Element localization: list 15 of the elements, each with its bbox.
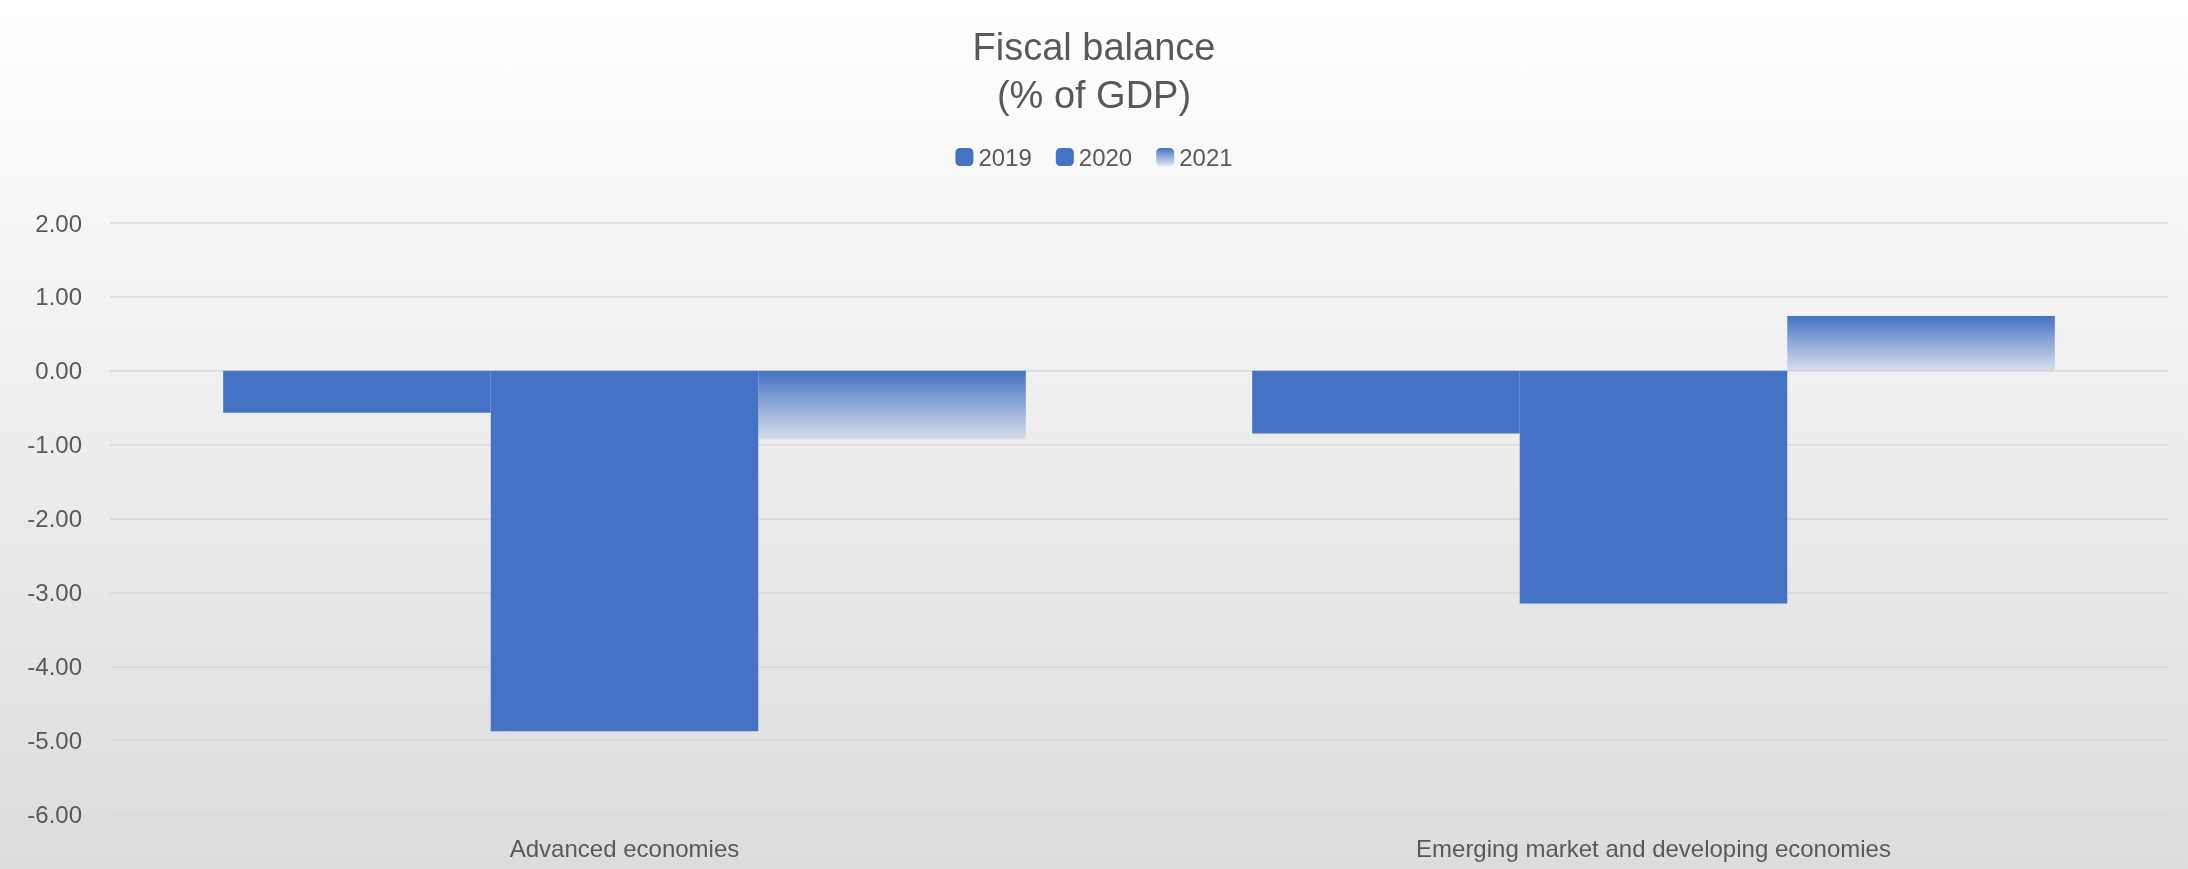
legend-label: 2021 [1179,143,1233,171]
y-tick-label: -4.00 [27,652,82,680]
y-tick-label: 0.00 [35,357,82,385]
y-tick-label: 2.00 [35,209,82,237]
y-tick-label: -6.00 [27,800,82,828]
y-tick-label: -1.00 [27,431,82,459]
legend-label: 2020 [1078,143,1133,171]
y-tick-label: -5.00 [27,726,82,754]
legend-label: 2019 [978,143,1032,171]
x-tick-label: Advanced economies [509,834,740,862]
y-tick-label: -2.00 [27,505,82,532]
x-tick-label: Emerging market and developing economies [1416,834,1891,862]
y-tick-label: 1.00 [35,283,82,311]
y-tick-label: -3.00 [27,578,82,606]
chart-title: Fiscal balance (% of GDP) [972,26,1216,116]
